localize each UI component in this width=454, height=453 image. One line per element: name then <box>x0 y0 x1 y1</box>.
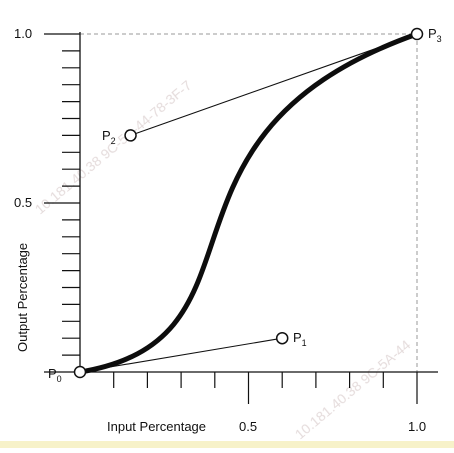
point-label-p2: P2 <box>102 128 116 146</box>
point-label-p0-base: P <box>48 366 57 381</box>
point-label-p1: P1 <box>293 330 307 348</box>
control-point-p3[interactable] <box>410 27 424 41</box>
x-tick-label-05: 0.5 <box>239 419 257 434</box>
handle-line-p0-p1 <box>79 337 283 373</box>
control-point-p1[interactable] <box>275 331 289 345</box>
x-axis-ticks <box>113 372 418 404</box>
point-label-p2-sub: 2 <box>111 136 116 146</box>
y-tick-label-05: 0.5 <box>14 195 32 210</box>
point-label-p1-base: P <box>293 330 302 345</box>
watermark: 10.181.40.38 9C-5A-44-78-3F-7 10.181.40.… <box>32 77 414 442</box>
point-label-p0-sub: 0 <box>57 374 62 384</box>
y-axis-ticks <box>44 33 80 373</box>
y-tick-label-1: 1.0 <box>14 26 32 41</box>
bezier-curve <box>77 31 420 375</box>
point-label-p0: P0 <box>48 366 62 384</box>
control-point-p0[interactable] <box>73 365 87 379</box>
bottom-strip <box>0 441 454 448</box>
point-label-p3: P3 <box>428 26 442 44</box>
control-point-p2[interactable] <box>124 129 137 142</box>
watermark-text-2: 10.181.40.38 9C-5A-44 <box>292 336 414 442</box>
watermark-text-1: 10.181.40.38 9C-5A-44-78-3F-7 <box>32 77 195 217</box>
point-label-p3-base: P <box>428 26 437 41</box>
x-tick-label-1: 1.0 <box>408 419 426 434</box>
y-axis-label: Output Percentage <box>15 243 30 352</box>
point-label-p1-sub: 1 <box>302 338 307 348</box>
point-label-p2-base: P <box>102 128 111 143</box>
handle-line-p2-p3 <box>130 33 418 136</box>
x-axis-label: Input Percentage <box>107 419 206 434</box>
point-label-p3-sub: 3 <box>437 34 442 44</box>
